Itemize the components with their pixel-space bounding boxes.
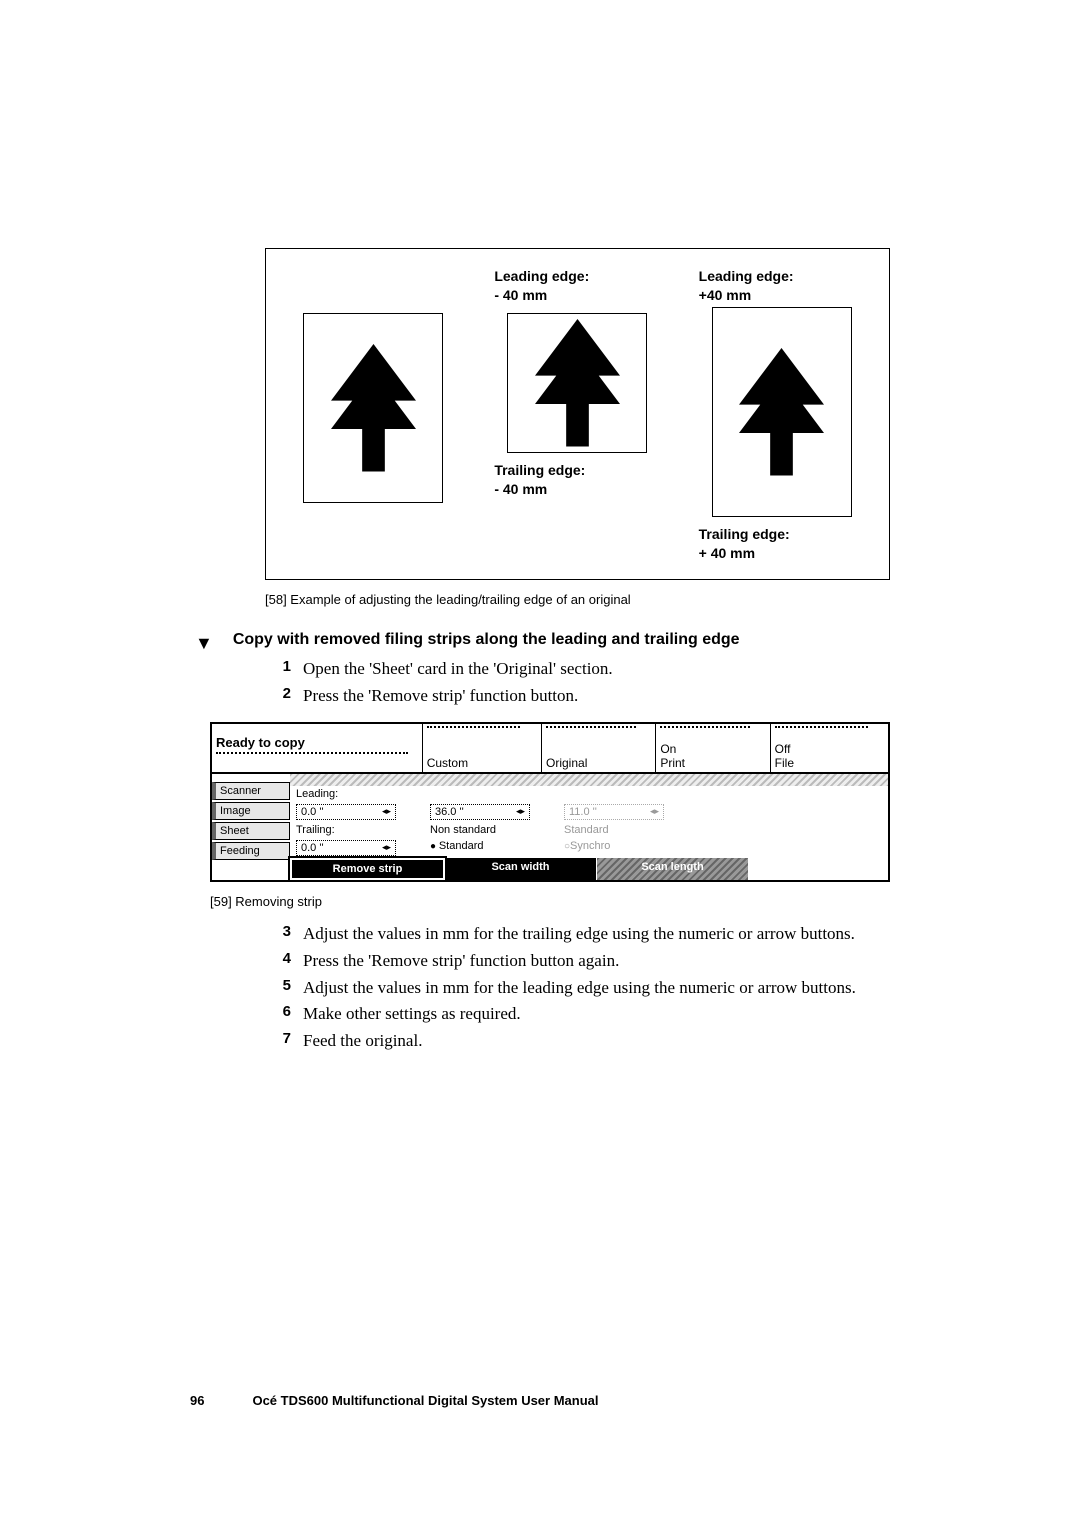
label: Original bbox=[546, 756, 651, 770]
step-3: 3 Adjust the values in mm for the traili… bbox=[275, 923, 890, 946]
scanwidth-field[interactable]: 36.0 '' ◂▸ bbox=[430, 804, 530, 820]
steps-after: 3 Adjust the values in mm for the traili… bbox=[275, 923, 890, 1054]
leading-value: 0.0 '' bbox=[301, 806, 324, 818]
fig58-p3-bot: Trailing edge: + 40 mm bbox=[699, 525, 865, 563]
tree-icon bbox=[739, 348, 824, 476]
label: Custom bbox=[427, 756, 537, 770]
scanlen-field-cell: 11.0 '' ◂▸ bbox=[558, 802, 692, 822]
fig58-panel-1 bbox=[290, 267, 456, 511]
tree-icon bbox=[331, 344, 416, 472]
fig58-caption: [58] Example of adjusting the leading/tr… bbox=[265, 592, 890, 607]
top-cell-off-file: Off File bbox=[771, 724, 888, 772]
fig58-panel-2: Leading edge: - 40 mm Trailing edge: - 4… bbox=[494, 267, 660, 499]
fig58-p1-top bbox=[290, 267, 456, 307]
label: File bbox=[775, 756, 884, 770]
page-number: 96 bbox=[190, 1393, 204, 1408]
scan-width-button[interactable]: Scan width bbox=[445, 858, 597, 880]
hatch-bar bbox=[290, 774, 888, 786]
top-cell-original: Original bbox=[542, 724, 656, 772]
scanner-panel: Ready to copy Custom Original On Print O… bbox=[210, 722, 890, 882]
settings-grid: Leading: 0.0 '' ◂▸ 36.0 '' ◂▸ bbox=[290, 774, 888, 880]
step-text: Press the 'Remove strip' function button… bbox=[303, 950, 619, 973]
label: Print bbox=[660, 756, 765, 770]
leading-field-cell: 0.0 '' ◂▸ bbox=[290, 802, 424, 822]
fig58-p3-tree bbox=[712, 307, 852, 517]
step-num: 5 bbox=[275, 977, 291, 1000]
nonstandard-label: Non standard bbox=[424, 822, 558, 838]
trailing-value: 0.0 '' bbox=[301, 842, 324, 854]
scanlen-value: 11.0 '' bbox=[569, 806, 597, 818]
step-text: Feed the original. bbox=[303, 1030, 422, 1053]
figure-58: Leading edge: - 40 mm Trailing edge: - 4… bbox=[265, 248, 890, 580]
fig58-p1-tree bbox=[303, 313, 443, 503]
tree-icon bbox=[535, 319, 620, 447]
steps-before: 1 Open the 'Sheet' card in the 'Original… bbox=[275, 658, 890, 708]
tab-scanner[interactable]: Scanner bbox=[212, 782, 290, 800]
scanwidth-value: 36.0 '' bbox=[435, 806, 464, 818]
step-num: 2 bbox=[275, 685, 291, 708]
step-num: 3 bbox=[275, 923, 291, 946]
step-num: 7 bbox=[275, 1030, 291, 1053]
scanner-panel-bottom: Scanner Image Sheet Feeding Leading: 0.0… bbox=[210, 774, 890, 882]
scan-length-button[interactable]: Scan length bbox=[597, 858, 749, 880]
fig58-p2-bot: Trailing edge: - 40 mm bbox=[494, 461, 660, 499]
figure-59: Ready to copy Custom Original On Print O… bbox=[210, 722, 890, 909]
step-num: 4 bbox=[275, 950, 291, 973]
top-cell-custom: Custom bbox=[423, 724, 542, 772]
trailing-field-cell: 0.0 '' ◂▸ bbox=[290, 838, 424, 858]
step-1: 1 Open the 'Sheet' card in the 'Original… bbox=[275, 658, 890, 681]
standard-option[interactable]: Standard bbox=[424, 838, 558, 858]
stepper-icon[interactable]: ◂▸ bbox=[382, 842, 391, 853]
label: On bbox=[660, 742, 765, 756]
step-text: Adjust the values in mm for the trailing… bbox=[303, 923, 855, 946]
fig58-panel-3: Leading edge: +40 mm Trailing edge: + 40… bbox=[699, 267, 865, 563]
remove-strip-button[interactable]: Remove strip bbox=[290, 858, 445, 880]
standard-disabled: Standard bbox=[558, 822, 692, 838]
synchro-option: Synchro bbox=[558, 838, 692, 858]
tab-sheet[interactable]: Sheet bbox=[212, 822, 290, 840]
fig58-p2-tree bbox=[507, 313, 647, 453]
step-7: 7 Feed the original. bbox=[275, 1030, 890, 1053]
tab-image[interactable]: Image bbox=[212, 802, 290, 820]
trailing-field[interactable]: 0.0 '' ◂▸ bbox=[296, 840, 396, 856]
tab-feeding[interactable]: Feeding bbox=[212, 842, 290, 860]
left-tabs: Scanner Image Sheet Feeding bbox=[212, 774, 290, 880]
step-text: Adjust the values in mm for the leading … bbox=[303, 977, 856, 1000]
scanner-panel-top: Ready to copy Custom Original On Print O… bbox=[210, 722, 890, 774]
leading-label: Leading: bbox=[290, 786, 424, 802]
step-2: 2 Press the 'Remove strip' function butt… bbox=[275, 685, 890, 708]
step-5: 5 Adjust the values in mm for the leadin… bbox=[275, 977, 890, 1000]
procedure-title: Copy with removed filing strips along th… bbox=[233, 631, 740, 649]
trailing-label: Trailing: bbox=[290, 822, 424, 838]
step-num: 1 bbox=[275, 658, 291, 681]
procedure-heading: ▼ Copy with removed filing strips along … bbox=[265, 631, 890, 654]
stepper-icon[interactable]: ◂▸ bbox=[516, 806, 525, 817]
status-cell: Ready to copy bbox=[212, 724, 423, 772]
step-text: Press the 'Remove strip' function button… bbox=[303, 685, 578, 708]
step-4: 4 Press the 'Remove strip' function butt… bbox=[275, 950, 890, 973]
step-num: 6 bbox=[275, 1003, 291, 1026]
ready-label: Ready to copy bbox=[216, 735, 418, 750]
stepper-icon[interactable]: ◂▸ bbox=[382, 806, 391, 817]
footer-title: Océ TDS600 Multifunctional Digital Syste… bbox=[252, 1393, 598, 1408]
fig58-p2-top: Leading edge: - 40 mm bbox=[494, 267, 660, 307]
leading-field[interactable]: 0.0 '' ◂▸ bbox=[296, 804, 396, 820]
step-text: Make other settings as required. bbox=[303, 1003, 521, 1026]
step-6: 6 Make other settings as required. bbox=[275, 1003, 890, 1026]
procedure-marker: ▼ bbox=[195, 633, 213, 654]
step-text: Open the 'Sheet' card in the 'Original' … bbox=[303, 658, 613, 681]
button-row: Remove strip Scan width Scan length bbox=[290, 858, 888, 880]
top-cell-on-print: On Print bbox=[656, 724, 770, 772]
page-footer: 96 Océ TDS600 Multifunctional Digital Sy… bbox=[190, 1393, 599, 1408]
fig59-caption: [59] Removing strip bbox=[210, 894, 890, 909]
button-spacer bbox=[749, 858, 888, 880]
scanwidth-field-cell: 36.0 '' ◂▸ bbox=[424, 802, 558, 822]
label: Off bbox=[775, 742, 884, 756]
stepper-icon: ◂▸ bbox=[650, 806, 659, 817]
scanlen-field: 11.0 '' ◂▸ bbox=[564, 804, 664, 820]
fig58-p3-top: Leading edge: +40 mm bbox=[699, 267, 865, 307]
dotted-line bbox=[216, 752, 408, 754]
